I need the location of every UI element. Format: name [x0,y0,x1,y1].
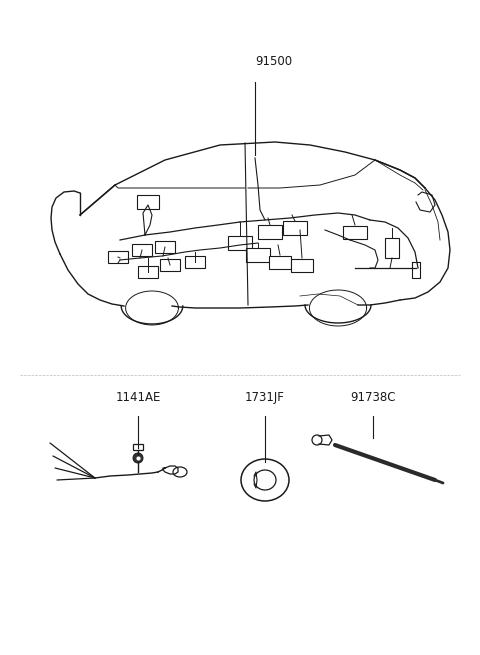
Bar [258,225,282,239]
Bar [155,241,175,253]
Bar [137,195,159,209]
Bar [133,444,143,450]
Bar [269,255,291,269]
Text: 91500: 91500 [255,55,292,68]
Text: 91738C: 91738C [350,391,396,404]
Bar [138,266,158,278]
Bar [228,236,252,250]
Bar [283,221,307,235]
Bar [246,248,270,262]
Circle shape [133,453,143,463]
Text: 1731JF: 1731JF [245,391,285,404]
Bar [385,238,399,258]
Bar [160,259,180,271]
Text: 1141AE: 1141AE [115,391,161,404]
Bar [132,244,152,256]
Bar [291,259,313,272]
Bar [108,251,128,263]
Bar [185,256,205,268]
Bar [343,225,367,238]
